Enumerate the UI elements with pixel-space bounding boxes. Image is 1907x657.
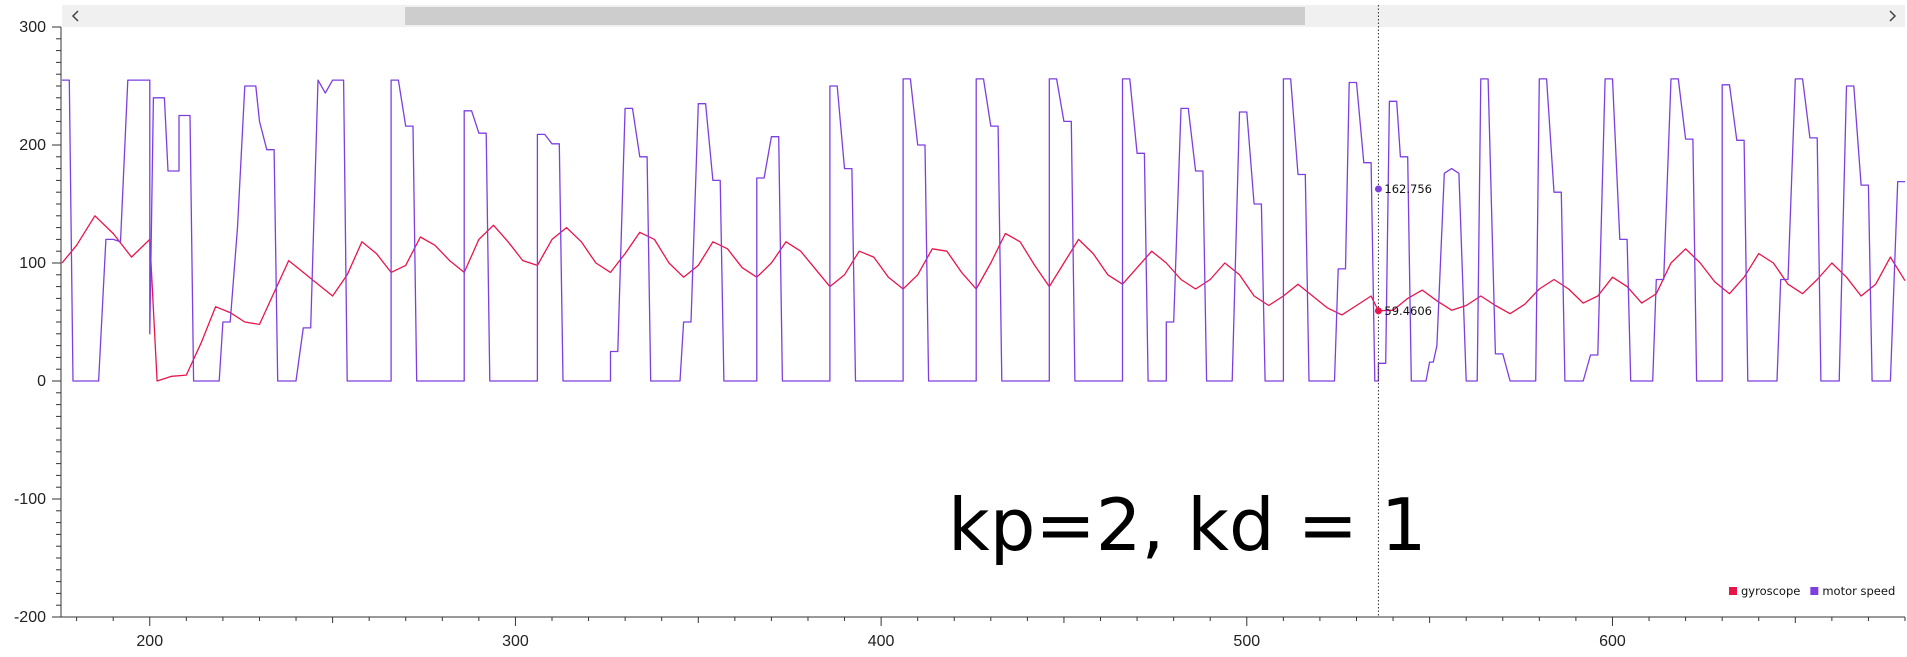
annotation-text: kp=2, kd = 1 — [948, 483, 1427, 567]
cursor-point-motor-speed — [1374, 185, 1382, 193]
x-tick-label: 300 — [502, 633, 529, 650]
scrollbar-thumb[interactable] — [405, 7, 1305, 25]
horizontal-scrollbar[interactable] — [62, 5, 1905, 27]
scroll-left-icon[interactable] — [71, 10, 79, 22]
x-tick-label: 600 — [1599, 633, 1626, 650]
legend-label: gyroscope — [1741, 584, 1800, 598]
x-tick-label: 400 — [868, 633, 895, 650]
y-tick-label: 200 — [19, 137, 46, 154]
legend-swatch — [1729, 587, 1737, 595]
x-axis-ticks: 200 300 400 500 600 — [76, 617, 1906, 650]
y-tick-label: 300 — [19, 19, 46, 36]
y-tick-label: -100 — [14, 491, 46, 508]
y-tick-label: -200 — [14, 609, 46, 626]
cursor-point-gyroscope — [1374, 307, 1382, 315]
legend: gyroscope motor speed — [1729, 584, 1895, 598]
legend-label: motor speed — [1822, 584, 1895, 598]
cursor-layer: 162.756 59.4606 — [1374, 5, 1432, 617]
y-axis-ticks: 300 200 100 0 -100 -200 — [14, 19, 61, 626]
series-layer — [61, 78, 1906, 382]
cursor-readout-label: 162.756 — [1384, 182, 1432, 196]
y-tick-label: 0 — [37, 373, 46, 390]
y-tick-label: 100 — [19, 255, 46, 272]
x-tick-label: 500 — [1233, 633, 1260, 650]
series-line-motor-speed — [62, 78, 1905, 382]
scroll-right-icon[interactable] — [1889, 10, 1897, 22]
cursor-readout-label: 59.4606 — [1384, 304, 1432, 318]
legend-swatch — [1810, 587, 1819, 595]
x-tick-label: 200 — [136, 633, 163, 650]
series-line-gyroscope — [61, 215, 1906, 382]
